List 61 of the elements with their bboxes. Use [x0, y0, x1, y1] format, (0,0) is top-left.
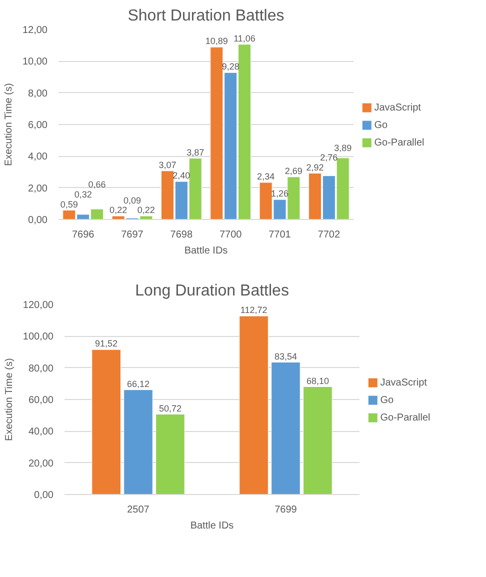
data-label: 50,72 — [158, 403, 182, 414]
x-tick-label: 2507 — [127, 504, 150, 516]
data-label: 0,66 — [88, 180, 106, 190]
data-label: 0,09 — [123, 195, 142, 206]
legend-label: Go-Parallel — [380, 412, 430, 424]
x-axis-title: Battle IDs — [190, 520, 234, 532]
bar — [271, 362, 300, 494]
legend-label: Go — [374, 120, 388, 131]
legend-label: Go — [380, 394, 394, 406]
y-tick-label: 4,00 — [28, 152, 48, 163]
data-label: 66,12 — [126, 378, 150, 389]
bar — [156, 414, 185, 494]
x-tick-label: 7701 — [268, 230, 292, 240]
x-tick-label: 7696 — [72, 230, 95, 240]
data-label: 0,22 — [110, 205, 128, 216]
data-label: 68,10 — [306, 376, 329, 386]
data-label: 0,22 — [137, 205, 155, 216]
data-label: 91,52 — [95, 338, 118, 349]
y-tick-label: 120,00 — [22, 300, 54, 311]
data-label: 2,76 — [320, 152, 338, 163]
data-label: 112,72 — [240, 305, 268, 316]
y-tick-label: 40,00 — [28, 426, 54, 438]
data-label: 3,07 — [158, 160, 176, 170]
y-tick-label: 20,00 — [28, 458, 54, 470]
data-label: 0,32 — [74, 189, 92, 200]
y-tick-label: 8,00 — [28, 88, 48, 100]
chart-title: Long Duration Battles — [135, 282, 289, 300]
bar — [124, 390, 153, 494]
y-tick-label: 80,00 — [28, 363, 54, 374]
y-tick-label: 0,00 — [28, 215, 48, 226]
data-label: 3,89 — [334, 142, 352, 153]
legend-label: JavaScript — [380, 377, 428, 388]
y-axis-title: Execution Time (s) — [4, 358, 15, 441]
bar — [239, 316, 268, 494]
chart-title: Short Duration Battles — [128, 8, 284, 24]
x-tick-label: 7699 — [274, 504, 298, 516]
y-tick-label: 60,00 — [28, 395, 54, 406]
x-tick-label: 7697 — [121, 230, 144, 240]
bar — [92, 349, 121, 494]
data-label: 0,59 — [60, 199, 78, 210]
y-tick-label: 0,00 — [34, 490, 54, 501]
data-label: 2,34 — [257, 172, 275, 182]
y-tick-label: 10,00 — [22, 56, 48, 68]
data-label: 11,06 — [234, 34, 256, 44]
x-axis-title: Battle IDs — [184, 246, 228, 256]
legend-label: Go-Parallel — [374, 137, 424, 148]
legend-label: JavaScript — [374, 102, 422, 114]
data-label: 2,69 — [284, 166, 302, 176]
y-axis-title: Execution Time (s) — [3, 83, 14, 166]
data-label: 2,92 — [306, 162, 324, 172]
data-label: 10,89 — [205, 36, 228, 46]
y-tick-label: 100,00 — [22, 332, 54, 343]
data-label: 3,87 — [186, 147, 204, 158]
x-tick-label: 7702 — [318, 230, 340, 240]
x-tick-label: 7700 — [219, 230, 242, 240]
y-tick-label: 6,00 — [28, 120, 48, 131]
x-tick-label: 7698 — [170, 230, 193, 240]
data-label: 83,54 — [274, 351, 298, 362]
y-tick-label: 2,00 — [28, 183, 48, 194]
y-tick-label: 12,00 — [22, 25, 48, 36]
bar — [303, 386, 332, 494]
